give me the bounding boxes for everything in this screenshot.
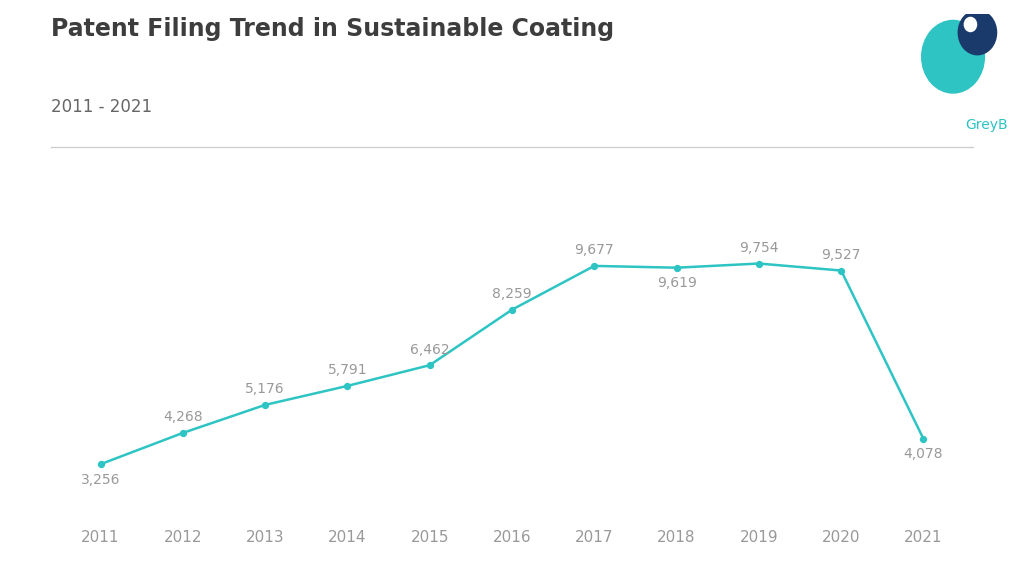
Text: 9,527: 9,527 — [821, 248, 861, 262]
Point — [422, 361, 438, 370]
Point — [175, 429, 191, 438]
Text: 9,619: 9,619 — [656, 276, 696, 290]
Point — [586, 262, 602, 271]
Point — [915, 434, 932, 444]
Text: 6,462: 6,462 — [410, 343, 450, 357]
Point — [92, 460, 109, 469]
Text: 5,176: 5,176 — [246, 382, 285, 396]
Point — [257, 400, 273, 410]
Text: 9,754: 9,754 — [739, 241, 778, 255]
Text: 4,268: 4,268 — [163, 410, 203, 425]
Text: 8,259: 8,259 — [493, 287, 531, 301]
Point — [339, 381, 355, 391]
Text: 2011 - 2021: 2011 - 2021 — [51, 98, 153, 116]
Circle shape — [958, 10, 996, 55]
Text: 5,791: 5,791 — [328, 363, 368, 377]
Circle shape — [922, 20, 984, 93]
Point — [833, 266, 849, 275]
Circle shape — [965, 17, 977, 32]
Text: 9,677: 9,677 — [574, 243, 614, 257]
Point — [504, 305, 520, 314]
Text: Patent Filing Trend in Sustainable Coating: Patent Filing Trend in Sustainable Coati… — [51, 17, 614, 41]
Text: 4,078: 4,078 — [903, 448, 943, 461]
Text: GreyB: GreyB — [965, 118, 1008, 132]
Point — [751, 259, 767, 268]
Point — [669, 263, 685, 272]
Text: 3,256: 3,256 — [81, 473, 121, 487]
